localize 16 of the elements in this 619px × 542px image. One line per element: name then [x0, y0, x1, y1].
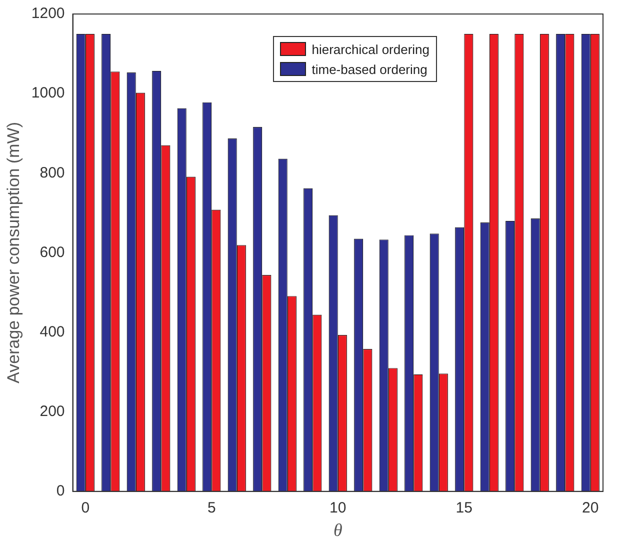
y-tick-label: 200 — [40, 402, 65, 420]
x-tick-label: 10 — [330, 500, 346, 517]
y-tick-label: 1000 — [31, 84, 65, 102]
x-tick-label: 15 — [456, 500, 472, 517]
legend-label: hierarchical ordering — [312, 42, 430, 56]
x-tick-label: 5 — [207, 500, 216, 517]
y-tick-label: 800 — [40, 164, 65, 182]
y-tick-label: 400 — [40, 323, 65, 340]
y-tick-label: 600 — [40, 244, 65, 261]
y-tick-label: 1200 — [31, 5, 65, 22]
y-tick-label: 0 — [56, 482, 65, 500]
x-axis-title: θ — [333, 520, 342, 540]
legend-label: time-based ordering — [312, 62, 428, 76]
y-axis-title: Average power consumption (mW) — [4, 122, 23, 384]
x-tick-label: 0 — [81, 500, 90, 517]
x-tick-label: 20 — [582, 500, 599, 517]
